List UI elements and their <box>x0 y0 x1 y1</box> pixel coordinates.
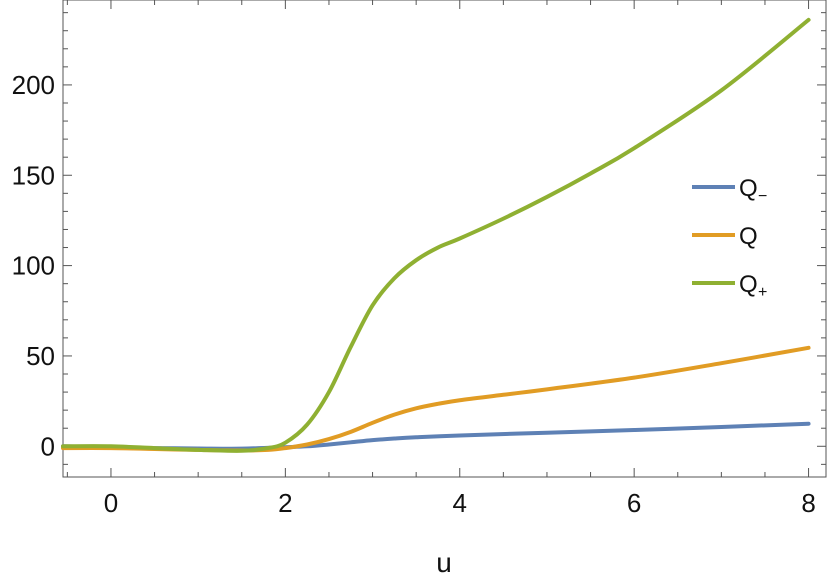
y-tick-label: 0 <box>41 431 55 461</box>
series-q-plus-line <box>61 17 811 453</box>
legend-label: Q <box>739 223 758 250</box>
x-axis-title: u <box>436 547 452 578</box>
legend-label: Q <box>739 175 758 202</box>
y-tick-label: 100 <box>12 251 55 281</box>
legend-label-subscript: + <box>758 284 767 301</box>
series-q-minus-line <box>61 421 811 451</box>
plot-frame <box>62 0 827 478</box>
y-tick-label: 50 <box>26 341 55 371</box>
axis-ticks <box>63 0 826 477</box>
legend-label: Q <box>739 271 758 298</box>
x-tick-label: 6 <box>627 488 641 518</box>
y-tick-labels: 0 50 100 150 200 <box>12 70 55 461</box>
legend-label-subscript: − <box>758 188 767 205</box>
x-tick-label: 4 <box>453 488 467 518</box>
y-tick-label: 150 <box>12 160 55 190</box>
x-tick-label: 2 <box>278 488 292 518</box>
x-tick-labels: 0 2 4 6 8 <box>104 488 816 518</box>
x-tick-label: 0 <box>104 488 118 518</box>
legend: Q −QQ + <box>692 175 767 301</box>
series-lines <box>61 17 811 453</box>
x-tick-label: 8 <box>801 488 815 518</box>
y-tick-label: 200 <box>12 70 55 100</box>
